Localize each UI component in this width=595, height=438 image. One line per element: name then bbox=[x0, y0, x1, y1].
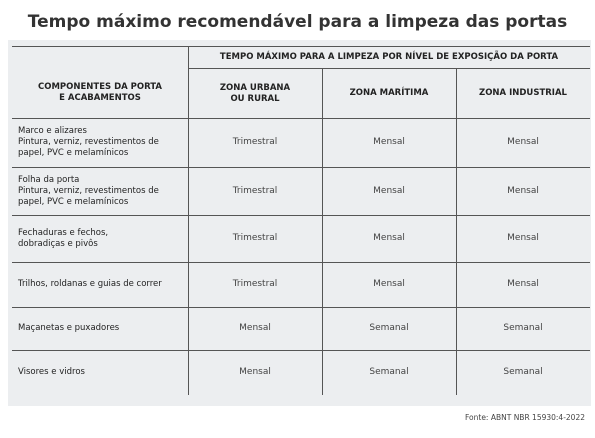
cell: Mensal bbox=[239, 323, 271, 333]
divider bbox=[456, 68, 457, 395]
header-line: OU RURAL bbox=[230, 93, 280, 104]
column-header: ZONA URBANA OU RURAL bbox=[188, 69, 322, 118]
component-line: Marco e alizares bbox=[18, 126, 87, 136]
column-header: ZONA MARÍTIMA bbox=[322, 69, 456, 118]
component-line: dobradiças e pivôs bbox=[18, 238, 98, 249]
cell: Mensal bbox=[373, 137, 405, 147]
cell: Semanal bbox=[369, 367, 409, 377]
column-header: ZONA INDUSTRIAL bbox=[456, 69, 590, 118]
header-line: ZONA MARÍTIMA bbox=[349, 88, 429, 98]
divider bbox=[322, 68, 323, 395]
component: Visores e vidros bbox=[18, 350, 186, 395]
header-line: ZONA INDUSTRIAL bbox=[479, 88, 567, 98]
group-header: TEMPO MÁXIMO PARA A LIMPEZA POR NÍVEL DE… bbox=[219, 52, 559, 62]
component-line: papel, PVC e melamínicos bbox=[18, 196, 129, 207]
rule bbox=[188, 68, 590, 69]
component-line: Fechaduras e fechos, bbox=[18, 227, 109, 238]
rule bbox=[12, 167, 590, 168]
cell: Mensal bbox=[373, 185, 405, 196]
header-line: COMPONENTES DA PORTA bbox=[37, 82, 163, 92]
rule bbox=[12, 350, 590, 351]
component-line: Pintura, verniz, revestimentos de bbox=[18, 137, 159, 147]
title: Tempo máximo recomendável para a limpeza… bbox=[27, 12, 568, 32]
cell: Semanal bbox=[503, 367, 543, 377]
component: Fechaduras e fechos, dobradiças e pivôs bbox=[18, 215, 186, 262]
cell: Semanal bbox=[369, 323, 409, 333]
cell: Mensal bbox=[507, 185, 539, 196]
component: Marco e alizares Pintura, verniz, revesti… bbox=[18, 118, 186, 167]
cell: Mensal bbox=[239, 367, 271, 377]
cell: Semanal bbox=[503, 323, 543, 333]
cell: Mensal bbox=[507, 137, 539, 147]
rule bbox=[12, 262, 590, 263]
cell: Trimestral bbox=[232, 137, 278, 147]
component: Folha da porta Pintura, verniz, revestime… bbox=[18, 167, 186, 215]
component-line: Folha da porta bbox=[18, 174, 80, 185]
header-line: E ACABAMENTOS bbox=[59, 93, 141, 103]
table-panel bbox=[8, 40, 591, 406]
rule bbox=[12, 46, 590, 47]
first-header: COMPONENTES DA PORTA E ACABAMENTOS bbox=[12, 68, 188, 118]
component-line: Pintura, verniz, revestimentos de bbox=[18, 185, 159, 196]
cell: Mensal bbox=[507, 279, 539, 289]
component-line: papel, PVC e melamínicos bbox=[18, 148, 129, 158]
component-line: Visores e vidros bbox=[18, 367, 85, 377]
divider bbox=[188, 46, 189, 395]
rule bbox=[12, 307, 590, 308]
component-line: Trilhos, roldanas e guias de correr bbox=[18, 279, 162, 289]
header-line: ZONA URBANA bbox=[219, 82, 291, 93]
rule bbox=[12, 118, 590, 119]
cell: Trimestral bbox=[232, 185, 278, 196]
component: Maçanetas e puxadores bbox=[18, 307, 186, 350]
cell: Trimestral bbox=[232, 233, 278, 243]
cell: Mensal bbox=[507, 233, 539, 243]
component-line: Maçanetas e puxadores bbox=[18, 323, 120, 333]
cell: Mensal bbox=[373, 233, 405, 243]
source: Fonte: ABNT NBR 15930:4-2022 bbox=[464, 413, 585, 422]
rule bbox=[12, 215, 590, 216]
cell: Trimestral bbox=[232, 279, 278, 289]
cell: Mensal bbox=[373, 279, 405, 289]
component: Trilhos, roldanas e guias de correr bbox=[18, 262, 186, 307]
